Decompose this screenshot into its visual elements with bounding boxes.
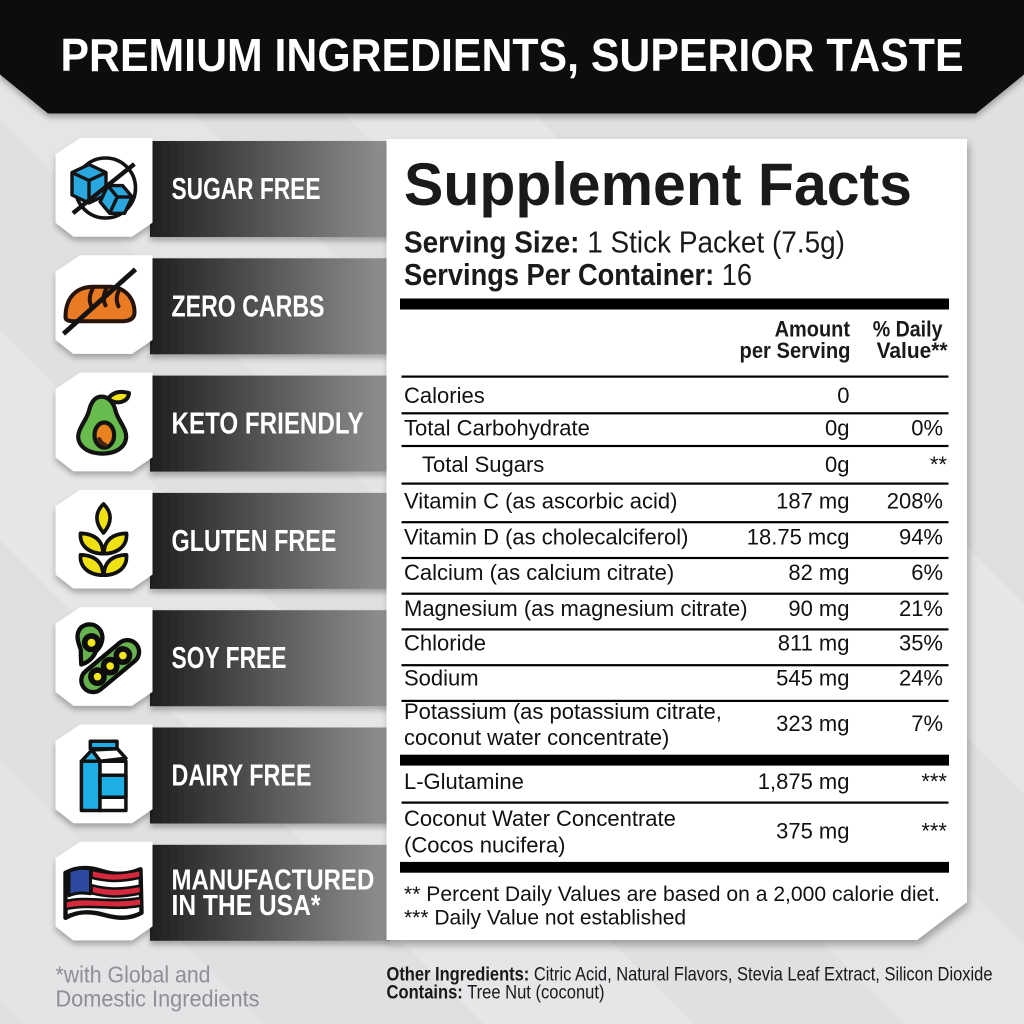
svg-text:coconut water concentrate): coconut water concentrate) [404,725,669,750]
svg-text:Amount: Amount [775,317,851,342]
svg-text:MANUFACTURED: MANUFACTURED [172,865,375,897]
svg-text:per Serving: per Serving [740,338,851,363]
svg-text:% Daily: % Daily [873,317,943,342]
svg-text:Calories: Calories [404,383,485,408]
svg-text:187 mg: 187 mg [776,489,849,514]
svg-text:Other Ingredients: Citric Acid: Other Ingredients: Citric Acid, Natural … [387,965,993,986]
svg-text:21%: 21% [899,596,943,621]
svg-text:Serving Size: 1 Stick Packet (: Serving Size: 1 Stick Packet (7.5g) [404,225,845,260]
svg-text:Vitamin C (as ascorbic acid): Vitamin C (as ascorbic acid) [404,489,677,514]
svg-text:7%: 7% [911,711,943,736]
svg-text:0g: 0g [825,416,849,441]
svg-text:0%: 0% [911,416,943,441]
svg-text:Vitamin D (as cholecalciferol): Vitamin D (as cholecalciferol) [404,524,688,549]
svg-text:L-Glutamine: L-Glutamine [404,769,524,794]
svg-text:***: *** [921,819,947,844]
svg-text:90 mg: 90 mg [788,596,849,621]
svg-text:1,875 mg: 1,875 mg [758,769,850,794]
svg-text:24%: 24% [899,666,943,691]
svg-text:(Cocos nucifera): (Cocos nucifera) [404,832,565,857]
svg-text:Calcium (as calcium citrate): Calcium (as calcium citrate) [404,560,674,585]
svg-text:Magnesium (as magnesium citrat: Magnesium (as magnesium citrate) [404,596,748,621]
svg-text:0g: 0g [825,452,849,477]
svg-text:*** Daily Value not establishe: *** Daily Value not established [404,907,686,930]
svg-text:Domestic Ingredients: Domestic Ingredients [56,985,260,1011]
svg-text:82 mg: 82 mg [788,560,849,585]
svg-text:** Percent Daily Values are ba: ** Percent Daily Values are based on a 2… [404,883,940,906]
svg-text:Sodium: Sodium [404,666,479,691]
svg-text:Total Carbohydrate: Total Carbohydrate [404,416,590,441]
svg-text:Contains: Tree Nut (coconut): Contains: Tree Nut (coconut) [387,982,605,1003]
svg-text:KETO FRIENDLY: KETO FRIENDLY [172,407,364,441]
svg-text:0: 0 [837,383,849,408]
svg-text:208%: 208% [887,489,943,514]
svg-text:ZERO CARBS: ZERO CARBS [172,289,325,323]
svg-text:**: ** [930,452,948,477]
svg-text:Coconut Water Concentrate: Coconut Water Concentrate [404,806,676,831]
svg-text:545 mg: 545 mg [776,666,849,691]
svg-text:SOY FREE: SOY FREE [172,641,287,675]
svg-text:Total Sugars: Total Sugars [422,452,544,477]
svg-text:IN THE USA*: IN THE USA* [172,890,322,922]
svg-text:***: *** [921,769,947,794]
svg-text:18.75 mcg: 18.75 mcg [747,524,850,549]
svg-text:GLUTEN FREE: GLUTEN FREE [172,524,337,558]
svg-text:Potassium (as potassium citrat: Potassium (as potassium citrate, [404,699,722,724]
svg-text:Servings Per Container: 16: Servings Per Container: 16 [404,257,752,292]
svg-text:*with Global and: *with Global and [56,961,211,987]
svg-text:375 mg: 375 mg [776,819,849,844]
svg-text:6%: 6% [911,560,943,585]
svg-text:811 mg: 811 mg [778,630,850,655]
svg-text:Supplement Facts: Supplement Facts [404,151,912,218]
svg-text:DAIRY FREE: DAIRY FREE [172,759,312,793]
svg-text:94%: 94% [899,524,943,549]
svg-text:PREMIUM INGREDIENTS, SUPERIOR: PREMIUM INGREDIENTS, SUPERIOR TASTE [61,29,964,81]
svg-text:323 mg: 323 mg [776,711,849,736]
svg-text:SUGAR FREE: SUGAR FREE [172,172,321,206]
svg-text:Chloride: Chloride [404,630,486,655]
svg-text:Value**: Value** [877,338,948,363]
svg-text:35%: 35% [899,630,943,655]
